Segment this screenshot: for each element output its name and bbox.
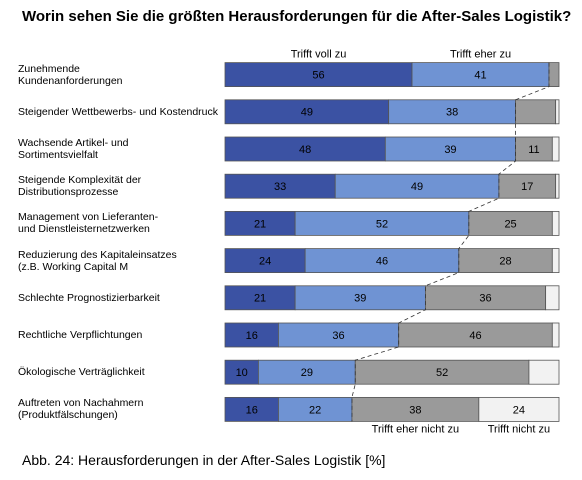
bar-segment xyxy=(551,322,560,348)
value-label: 36 xyxy=(479,293,491,305)
bar-segment xyxy=(551,210,560,236)
bar-segment xyxy=(468,210,553,236)
value-label: 39 xyxy=(354,293,366,305)
category-label: Steigender Wettbewerbs- und Kostendruck xyxy=(18,105,219,118)
boundary-connector xyxy=(351,62,550,422)
bar-segment xyxy=(424,285,547,311)
value-label: 16 xyxy=(246,404,258,416)
value-label: 46 xyxy=(376,256,388,268)
bar-segment xyxy=(548,62,560,87)
value-label: 21 xyxy=(254,218,266,230)
value-label: 25 xyxy=(504,218,516,230)
category-label: Auftreten von Nachahmern (Produktfälschu… xyxy=(18,397,144,422)
bar-segment xyxy=(334,173,500,199)
bar-segment xyxy=(278,322,400,348)
bar-segment xyxy=(555,173,560,199)
value-label: 24 xyxy=(513,404,525,416)
bar-segment xyxy=(515,99,557,125)
value-label: 21 xyxy=(254,293,266,305)
bar-segment xyxy=(294,285,426,311)
value-label: 11 xyxy=(528,144,539,156)
bar-segment xyxy=(224,99,390,125)
value-label: 10 xyxy=(236,367,248,379)
value-label: 24 xyxy=(259,256,271,268)
category-label: Wachsende Artikel- und Sortimentsvielfal… xyxy=(18,137,129,161)
bar-segment xyxy=(304,248,460,274)
value-label: 52 xyxy=(436,367,448,379)
bar-segment xyxy=(224,322,279,348)
bar-segment xyxy=(224,248,306,274)
bar-segment xyxy=(478,396,560,422)
bar-segment xyxy=(294,210,470,236)
legend-entry: Trifft eher nicht zu xyxy=(372,423,459,435)
category-label: Steigende Komplexität der Distributionsp… xyxy=(18,174,142,199)
value-label: 49 xyxy=(411,181,423,193)
value-label: 17 xyxy=(521,181,533,193)
value-label: 52 xyxy=(376,218,388,230)
category-label: Schlechte Prognostizierbarkeit xyxy=(18,291,160,304)
category-label: Rechtliche Verpflichtungen xyxy=(18,329,143,341)
bar-segment xyxy=(458,248,553,274)
bar-segment xyxy=(278,396,353,422)
legend-entry: Trifft eher zu xyxy=(450,49,511,61)
bar-segment xyxy=(257,359,356,385)
value-label: 56 xyxy=(312,70,324,82)
value-label: 22 xyxy=(309,404,321,416)
value-label: 16 xyxy=(246,330,258,342)
value-label: 28 xyxy=(499,256,511,268)
chart-title: Worin sehen Sie die größten Herausforder… xyxy=(22,8,572,25)
value-label: 33 xyxy=(274,181,286,193)
bar-segment xyxy=(411,62,550,87)
category-label: Zunehmende Kundenanforderungen xyxy=(18,62,123,87)
category-label: Ökologische Verträglichkeit xyxy=(18,366,145,379)
value-label: 49 xyxy=(301,107,313,119)
bar-segment xyxy=(354,359,530,385)
legend-entry: Trifft nicht zu xyxy=(488,423,550,435)
bar-segment xyxy=(224,285,296,311)
bar-segment xyxy=(545,285,560,311)
category-label: Reduzierung des Kapitaleinsatzes (z.B. W… xyxy=(18,248,177,273)
bar-segment xyxy=(224,210,296,236)
legend-entry: Trifft voll zu xyxy=(291,49,347,61)
value-label: 36 xyxy=(332,330,344,342)
bar-segment xyxy=(388,99,516,125)
category-label: Management von Lieferanten- und Dienstle… xyxy=(18,211,159,236)
bar-segment xyxy=(224,62,413,87)
bar-segment xyxy=(224,396,279,422)
bar-segment xyxy=(528,359,560,385)
value-label: 29 xyxy=(301,367,313,379)
value-label: 41 xyxy=(474,70,486,82)
value-label: 48 xyxy=(299,144,311,156)
bar-segment xyxy=(224,173,336,199)
bar-segment xyxy=(551,248,560,274)
value-label: 46 xyxy=(469,330,481,342)
caption: Abb. 24: Herausforderungen in der After-… xyxy=(22,452,386,468)
value-label: 38 xyxy=(409,404,421,416)
value-label: 38 xyxy=(446,107,458,119)
bar-segment xyxy=(551,136,560,162)
bar-segment xyxy=(384,136,516,162)
bar-segment xyxy=(224,136,386,162)
bar-segment xyxy=(555,99,560,125)
value-label: 39 xyxy=(444,144,456,156)
